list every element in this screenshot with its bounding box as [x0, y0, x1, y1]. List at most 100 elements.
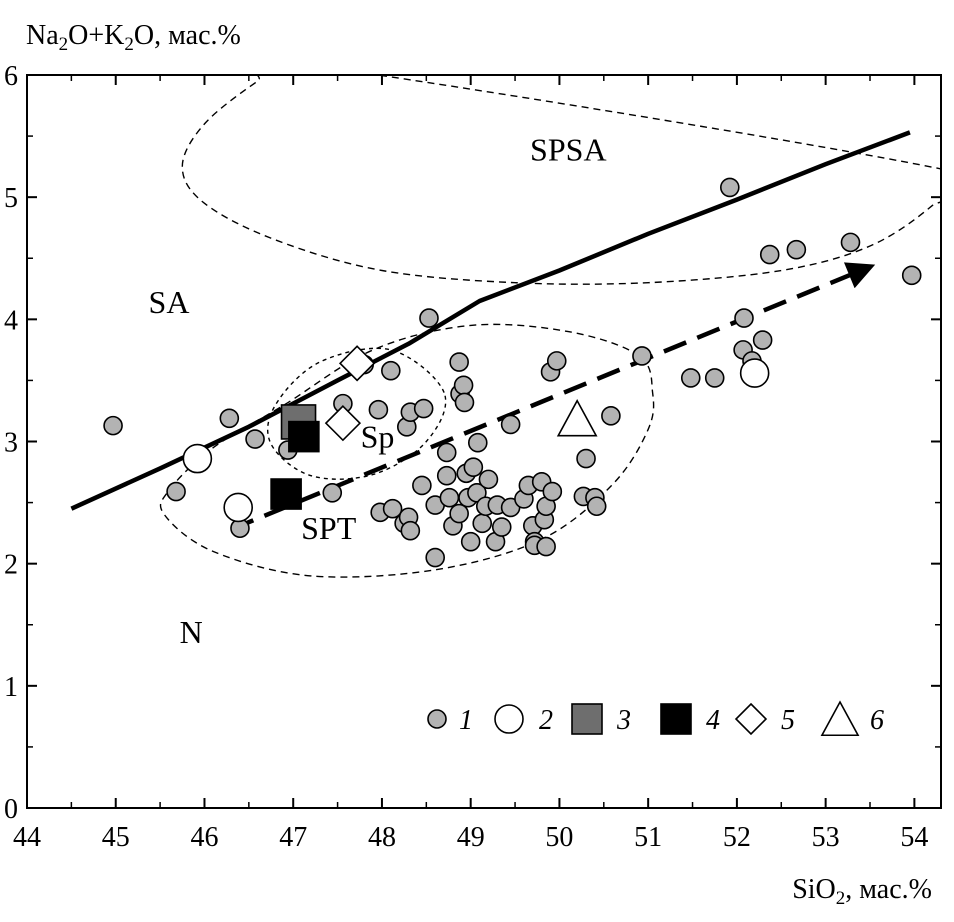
alkaline-boundary-line — [70, 130, 911, 511]
data-point-series-1 — [491, 517, 512, 537]
data-point-series-1 — [463, 457, 484, 477]
legend-marker-1 — [427, 709, 447, 729]
legend-item-3: 3 — [571, 703, 631, 736]
plot-area: SPSA SA N SPT Sp — [26, 74, 942, 809]
data-point-series-1 — [449, 352, 469, 372]
data-point-series-1 — [419, 308, 439, 328]
y-tick-label: 2 — [4, 550, 18, 581]
data-point-series-2 — [739, 358, 770, 388]
data-point-series-1 — [720, 177, 740, 198]
y-tick-label: 6 — [4, 61, 18, 92]
data-point-series-4 — [288, 420, 320, 453]
y-axis-ticks: 0 1 2 3 4 5 6 — [4, 61, 941, 825]
legend: 1 2 3 4 5 6 — [427, 700, 884, 737]
data-point-series-1 — [734, 308, 754, 328]
data-point-series-1 — [460, 531, 481, 552]
plot-content — [70, 75, 941, 578]
y-axis-label: Na2O+K2O, мас.% — [26, 20, 241, 55]
series-4 — [270, 420, 320, 510]
data-point-series-1 — [704, 368, 725, 388]
field-contour-spsa — [181, 75, 941, 285]
x-tick-label: 51 — [634, 822, 662, 853]
region-label-sa: SA — [149, 284, 190, 320]
data-point-series-4 — [270, 478, 302, 510]
data-point-series-1 — [472, 513, 493, 534]
series-2 — [182, 358, 770, 523]
data-point-series-1 — [413, 398, 434, 419]
data-point-series-1 — [400, 520, 421, 541]
y-axis-title: Na2O+K2O, мас.% — [26, 20, 241, 55]
legend-item-6: 6 — [820, 700, 884, 737]
data-point-series-1 — [368, 399, 389, 420]
x-tick-label: 48 — [368, 822, 396, 853]
legend-item-4: 4 — [660, 703, 720, 736]
data-point-series-1 — [425, 547, 445, 568]
data-point-series-1 — [412, 475, 432, 496]
data-point-series-1 — [381, 360, 401, 381]
legend-label-2: 2 — [539, 705, 553, 736]
y-tick-label: 0 — [4, 794, 18, 825]
legend-label-4: 4 — [706, 705, 720, 736]
data-point-series-1 — [901, 265, 922, 286]
x-tick-label: 53 — [812, 822, 840, 853]
data-point-series-1 — [245, 429, 265, 449]
y-tick-label: 1 — [4, 672, 18, 703]
data-point-series-5 — [338, 345, 376, 382]
x-tick-label: 45 — [102, 822, 130, 853]
y-tick-label: 3 — [4, 428, 18, 459]
data-point-series-1 — [454, 392, 475, 413]
data-point-series-6 — [556, 399, 598, 437]
series-5 — [324, 345, 376, 442]
legend-marker-2 — [494, 704, 524, 734]
x-axis-ticks: 44 45 46 47 48 49 50 51 52 53 54 — [13, 75, 928, 853]
y-tick-label: 5 — [4, 183, 18, 214]
data-point-series-1 — [632, 346, 652, 366]
series-6 — [556, 399, 598, 437]
data-point-series-1 — [467, 483, 487, 503]
data-point-series-2 — [182, 443, 213, 474]
legend-item-2: 2 — [494, 704, 553, 736]
y-tick-label: 4 — [4, 305, 18, 336]
x-tick-label: 49 — [457, 822, 485, 853]
data-point-series-1 — [536, 536, 556, 557]
legend-marker-6 — [820, 700, 860, 737]
legend-label-5: 5 — [781, 705, 795, 736]
data-point-series-5 — [324, 405, 362, 442]
legend-label-1: 1 — [459, 705, 473, 736]
legend-item-1: 1 — [427, 705, 473, 736]
data-point-series-1 — [449, 503, 469, 524]
data-point-series-1 — [436, 442, 457, 463]
x-tick-label: 44 — [13, 822, 41, 853]
data-point-series-1 — [601, 406, 621, 426]
data-point-series-1 — [219, 408, 240, 429]
data-point-series-1 — [759, 244, 780, 265]
x-tick-label: 47 — [279, 822, 307, 853]
data-point-series-1 — [436, 465, 457, 486]
x-tick-label: 46 — [190, 822, 218, 853]
field-contour-sp — [266, 347, 447, 480]
x-tick-label: 50 — [545, 822, 573, 853]
data-point-series-1 — [500, 414, 521, 435]
data-point-series-1 — [478, 469, 499, 490]
data-point-series-1 — [467, 432, 488, 453]
region-label-sp: Sp — [361, 419, 395, 455]
data-point-series-1 — [680, 368, 701, 388]
legend-marker-3 — [571, 703, 603, 735]
region-label-spsa: SPSA — [530, 132, 607, 168]
data-point-series-1 — [542, 481, 563, 502]
legend-label-3: 3 — [616, 705, 631, 736]
region-label-spt: SPT — [301, 510, 357, 546]
x-axis-label: SiO2, мас.% — [792, 874, 932, 909]
data-point-series-1 — [103, 415, 123, 436]
data-point-series-1 — [453, 375, 474, 396]
legend-item-5: 5 — [734, 702, 795, 736]
legend-marker-4 — [660, 703, 692, 735]
x-axis-title: SiO2, мас.% — [792, 874, 932, 909]
data-point-series-1 — [439, 487, 460, 508]
x-tick-label: 54 — [900, 822, 928, 853]
data-point-series-1 — [576, 448, 596, 469]
legend-marker-5 — [734, 702, 768, 736]
data-point-series-1 — [546, 351, 567, 371]
data-point-series-1 — [786, 239, 807, 260]
